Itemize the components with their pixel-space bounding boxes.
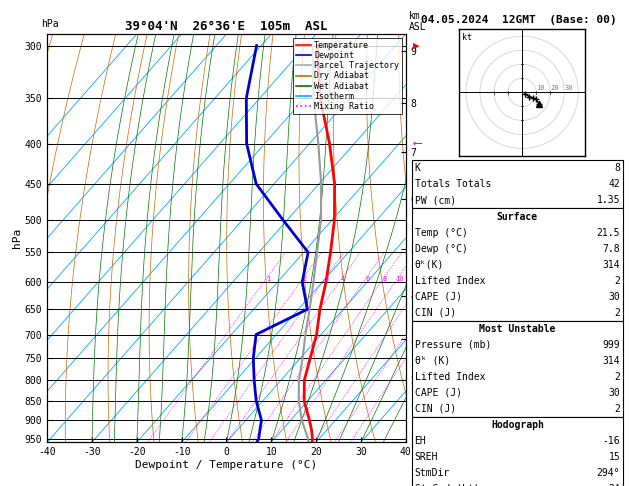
Text: 7.8: 7.8 [603, 243, 620, 254]
Text: 2: 2 [615, 404, 620, 414]
Text: 30: 30 [564, 85, 572, 91]
Text: 15: 15 [608, 452, 620, 462]
Text: SREH: SREH [415, 452, 438, 462]
Text: 3: 3 [325, 276, 329, 282]
Text: PW (cm): PW (cm) [415, 195, 455, 206]
Title: 39°04'N  26°36'E  105m  ASL: 39°04'N 26°36'E 105m ASL [125, 20, 328, 33]
Text: 42: 42 [608, 179, 620, 190]
Text: ⊣⊣⊣: ⊣⊣⊣ [413, 215, 431, 225]
Text: CAPE (J): CAPE (J) [415, 292, 462, 302]
Text: 10: 10 [395, 276, 403, 282]
Text: -16: -16 [603, 436, 620, 446]
Text: CAPE (J): CAPE (J) [415, 388, 462, 398]
Text: 04.05.2024  12GMT  (Base: 00): 04.05.2024 12GMT (Base: 00) [421, 15, 617, 25]
Text: θᵏ (K): θᵏ (K) [415, 356, 450, 366]
Text: 294°: 294° [597, 468, 620, 478]
Text: 21.5: 21.5 [597, 227, 620, 238]
Text: 20: 20 [550, 85, 559, 91]
Text: 30: 30 [608, 292, 620, 302]
Text: 999: 999 [603, 340, 620, 350]
Text: 2: 2 [302, 276, 306, 282]
Text: EH: EH [415, 436, 426, 446]
Text: ⟵: ⟵ [413, 137, 421, 150]
Text: |: | [413, 370, 420, 381]
Text: km
ASL: km ASL [409, 11, 426, 32]
Text: θᵏ(K): θᵏ(K) [415, 260, 444, 270]
Text: 314: 314 [603, 260, 620, 270]
Text: 10: 10 [536, 85, 545, 91]
Text: Dewp (°C): Dewp (°C) [415, 243, 467, 254]
Text: 8: 8 [383, 276, 387, 282]
Text: ⌐: ⌐ [413, 355, 421, 368]
Text: Hodograph: Hodograph [491, 420, 544, 430]
Text: K: K [415, 163, 420, 174]
Text: 1.35: 1.35 [597, 195, 620, 206]
Text: 314: 314 [603, 356, 620, 366]
Text: StmSpd (kt): StmSpd (kt) [415, 484, 479, 486]
Text: © weatheronline.co.uk: © weatheronline.co.uk [457, 471, 581, 481]
Text: Surface: Surface [497, 211, 538, 222]
Text: 1: 1 [266, 276, 270, 282]
Text: 2: 2 [615, 372, 620, 382]
Text: hPa: hPa [41, 19, 58, 29]
Text: CIN (J): CIN (J) [415, 308, 455, 318]
Text: Lifted Index: Lifted Index [415, 372, 485, 382]
Text: 24: 24 [608, 484, 620, 486]
Y-axis label: hPa: hPa [12, 228, 22, 248]
Text: Most Unstable: Most Unstable [479, 324, 555, 334]
Text: Mixing Ratio (g/kg): Mixing Ratio (g/kg) [416, 182, 426, 294]
Text: kt: kt [462, 34, 472, 42]
Text: Lifted Index: Lifted Index [415, 276, 485, 286]
Text: 4: 4 [341, 276, 345, 282]
Text: ⟵: ⟵ [413, 320, 420, 330]
Text: CIN (J): CIN (J) [415, 404, 455, 414]
Text: 30: 30 [608, 388, 620, 398]
Legend: Temperature, Dewpoint, Parcel Trajectory, Dry Adiabat, Wet Adiabat, Isotherm, Mi: Temperature, Dewpoint, Parcel Trajectory… [293, 38, 401, 114]
Text: 2: 2 [615, 308, 620, 318]
X-axis label: Dewpoint / Temperature (°C): Dewpoint / Temperature (°C) [135, 460, 318, 470]
Text: L: L [413, 381, 420, 391]
Text: StmDir: StmDir [415, 468, 450, 478]
Text: LCL: LCL [413, 379, 430, 389]
Text: 6: 6 [365, 276, 369, 282]
Text: 8: 8 [615, 163, 620, 174]
Text: Totals Totals: Totals Totals [415, 179, 491, 190]
Text: 2: 2 [615, 276, 620, 286]
Text: Pressure (mb): Pressure (mb) [415, 340, 491, 350]
Text: Temp (°C): Temp (°C) [415, 227, 467, 238]
Text: ▶: ▶ [413, 41, 420, 51]
